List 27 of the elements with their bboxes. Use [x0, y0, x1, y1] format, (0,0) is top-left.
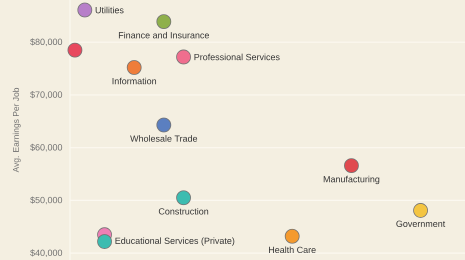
point	[97, 234, 112, 249]
data-label: Construction	[158, 208, 208, 215]
data-label: Professional Services	[194, 54, 280, 60]
data-label: Educational Services (Private)	[115, 237, 234, 246]
y-axis-title: Avg. Earnings Per Job	[12, 88, 21, 172]
point	[156, 14, 172, 30]
data-label: Finance and Insurance	[118, 32, 210, 38]
point	[344, 158, 359, 173]
point	[176, 190, 191, 206]
point	[156, 118, 172, 132]
data-label: Wholesale Trade	[130, 135, 198, 142]
y-tick-label: $70,000	[30, 91, 62, 99]
data-label: Government	[396, 220, 446, 227]
data-label: Health Care	[269, 246, 316, 254]
data-label: Utilities	[96, 6, 124, 14]
point	[176, 50, 191, 64]
y-tick-label: $40,000	[30, 249, 62, 258]
point	[413, 203, 428, 218]
point	[77, 2, 92, 18]
data-label: Manufacturing	[324, 176, 380, 184]
y-tick-label: $80,000	[30, 38, 62, 46]
y-tick-label: $60,000	[30, 144, 62, 152]
y-tick-label: $50,000	[30, 196, 62, 204]
point	[68, 42, 82, 58]
point	[126, 60, 142, 75]
data-label: Information	[112, 78, 156, 84]
point	[284, 228, 300, 244]
